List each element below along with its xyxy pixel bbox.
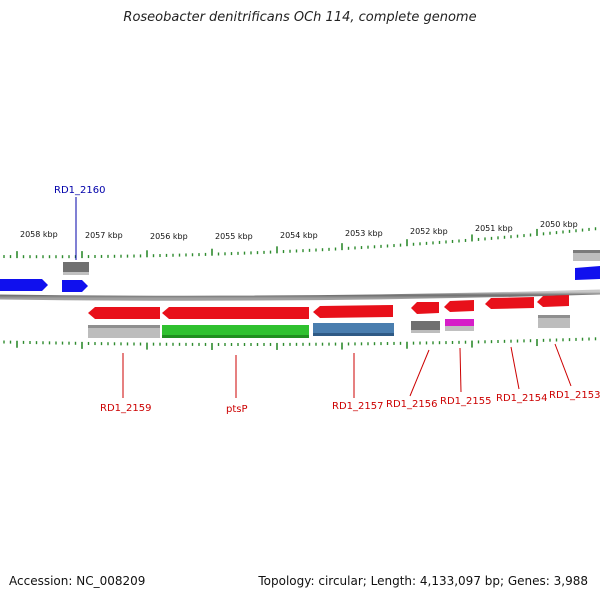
cds-bar-shadow bbox=[313, 333, 394, 336]
gene-box-shadow bbox=[63, 272, 89, 275]
gene-arrow-rd1-2156[interactable] bbox=[411, 302, 439, 314]
leader-line-rd1-2155 bbox=[459, 347, 462, 393]
scale-ticks-bottom bbox=[3, 337, 597, 350]
gene-arrow-ptsp[interactable] bbox=[162, 307, 309, 319]
cds-bar-shadow bbox=[538, 315, 570, 318]
gene-arrow-rd1-2154[interactable] bbox=[485, 297, 534, 309]
genome-backbone bbox=[0, 289, 600, 301]
kbp-label: 2058 kbp bbox=[20, 230, 58, 239]
kbp-label: 2053 kbp bbox=[345, 229, 383, 238]
genome-summary-text: Topology: circular; Length: 4,133,097 bp… bbox=[258, 574, 588, 588]
kbp-label: 2051 kbp bbox=[475, 224, 513, 233]
kbp-label: 2055 kbp bbox=[215, 232, 253, 241]
gene-arrow-rd1-2155[interactable] bbox=[444, 300, 474, 312]
cds-bar-rd1-2159[interactable] bbox=[88, 325, 160, 338]
cds-bar-shadow bbox=[411, 330, 440, 333]
gene-arrow-rd1-2160[interactable] bbox=[62, 280, 88, 292]
gene-box-gray[interactable] bbox=[63, 262, 89, 274]
gene-arrow-rd1-2159[interactable] bbox=[88, 307, 160, 319]
kbp-label: 2056 kbp bbox=[150, 232, 188, 241]
cds-bar-shadow bbox=[445, 326, 474, 331]
cds-bar-ptsp[interactable] bbox=[162, 325, 309, 338]
leader-line-rd1-2153 bbox=[554, 343, 572, 387]
cds-bar-rd1-2153[interactable] bbox=[538, 315, 570, 328]
kbp-label: 2052 kbp bbox=[410, 227, 448, 236]
gene-arrow-forward[interactable] bbox=[0, 279, 48, 291]
kbp-label: 2050 kbp bbox=[540, 220, 578, 229]
gene-label-rd1-2160[interactable]: RD1_2160 bbox=[54, 185, 105, 196]
cds-bar-rd1-2157[interactable] bbox=[313, 323, 394, 336]
leader-line-rd1-2156 bbox=[409, 349, 430, 397]
gene-label-ptsp[interactable]: ptsP bbox=[226, 404, 248, 415]
cds-bar-shadow bbox=[162, 335, 309, 338]
gene-box-shadow bbox=[573, 250, 600, 253]
gene-label-rd1-2157[interactable]: RD1_2157 bbox=[332, 401, 383, 412]
gene-label-rd1-2159[interactable]: RD1_2159 bbox=[100, 403, 151, 414]
gene-label-rd1-2156[interactable]: RD1_2156 bbox=[386, 399, 437, 410]
cds-bar-shadow bbox=[88, 325, 160, 328]
map-title: Roseobacter denitrificans OCh 114, compl… bbox=[123, 10, 477, 25]
kbp-label: 2054 kbp bbox=[280, 231, 318, 240]
leader-line-rd1-2154 bbox=[510, 346, 520, 390]
gene-arrow-forward-right[interactable] bbox=[575, 266, 600, 280]
gene-label-rd1-2154[interactable]: RD1_2154 bbox=[496, 393, 547, 404]
cds-bar-rd1-2155[interactable] bbox=[445, 319, 474, 326]
gene-arrow-rd1-2153[interactable] bbox=[537, 295, 569, 307]
gene-arrow-rd1-2157[interactable] bbox=[313, 305, 393, 318]
kbp-label: 2057 kbp bbox=[85, 231, 123, 240]
gene-label-rd1-2153[interactable]: RD1_2153 bbox=[549, 390, 600, 401]
scale-ticks-top bbox=[3, 227, 597, 259]
accession-text: Accession: NC_008209 bbox=[9, 574, 146, 588]
gene-label-rd1-2155[interactable]: RD1_2155 bbox=[440, 396, 491, 407]
gene-box-lightgray[interactable] bbox=[573, 250, 600, 261]
